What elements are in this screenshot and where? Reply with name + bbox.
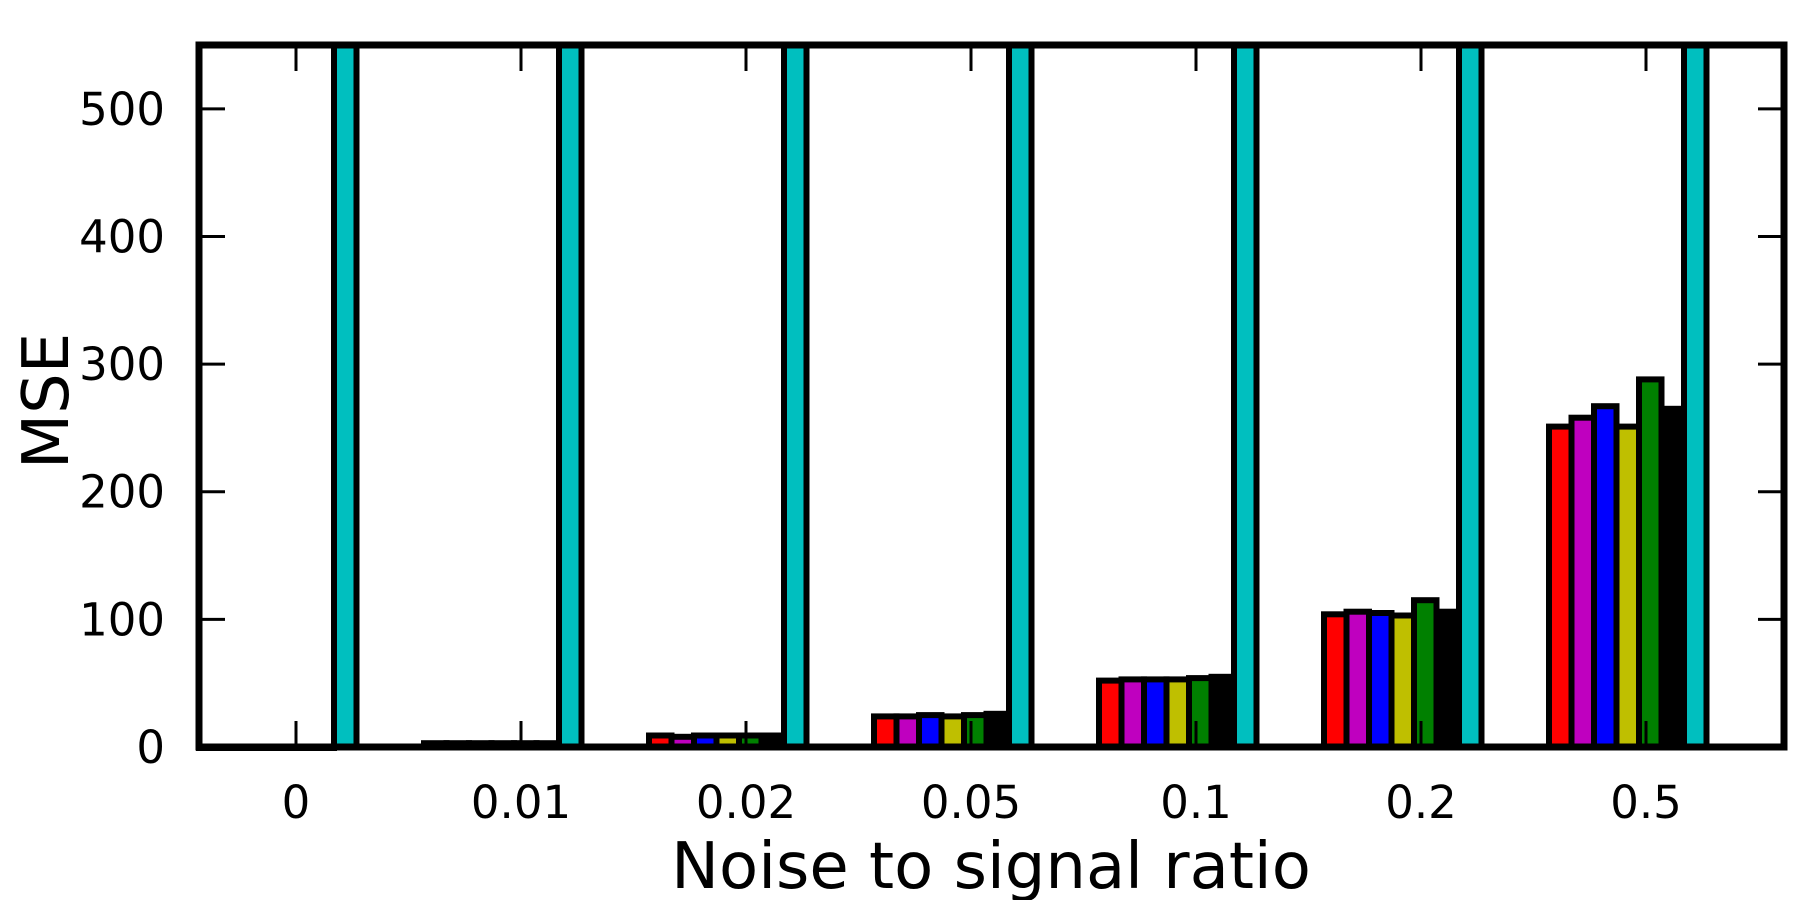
bar-4-0.05 bbox=[938, 713, 967, 751]
bar-6-0.2 bbox=[1433, 608, 1462, 751]
x-tick-label: 0 bbox=[282, 776, 311, 829]
bar-1-0.2 bbox=[1321, 611, 1350, 750]
bar-7-0.05 bbox=[1006, 42, 1035, 750]
y-tick-label: 300 bbox=[79, 338, 165, 391]
bar-7-0.5 bbox=[1681, 42, 1710, 750]
ticks-layer bbox=[199, 45, 1784, 749]
bar-4-0.2 bbox=[1388, 612, 1417, 750]
plot-frame bbox=[195, 41, 1788, 751]
y-tick-label: 100 bbox=[79, 593, 165, 646]
bar-6-0.1 bbox=[1208, 673, 1237, 750]
bar-2-0.5 bbox=[1568, 414, 1597, 750]
bar-2-0.2 bbox=[1343, 608, 1372, 751]
x-tick-label: 0.1 bbox=[1160, 776, 1232, 829]
x-tick-label: 0.02 bbox=[696, 776, 796, 829]
x-axis-title: Noise to signal ratio bbox=[671, 830, 1311, 900]
bar-7-0.2 bbox=[1456, 42, 1485, 750]
bar-6-0.05 bbox=[983, 710, 1012, 750]
y-axis-title: MSE bbox=[10, 333, 84, 469]
bar-5-0.05 bbox=[961, 712, 990, 750]
bar-7-0.01 bbox=[556, 42, 585, 750]
bar-4-0.5 bbox=[1613, 423, 1642, 750]
x-tick-label: 0.05 bbox=[921, 776, 1021, 829]
bar-6-0.5 bbox=[1658, 405, 1687, 750]
bar-3-0.05 bbox=[916, 712, 945, 750]
x-tick-label: 0.2 bbox=[1385, 776, 1457, 829]
bar-2-0.05 bbox=[893, 713, 922, 751]
bars-layer bbox=[196, 42, 1710, 751]
bar-1-0.1 bbox=[1096, 677, 1125, 750]
x-tick-label: 0.5 bbox=[1610, 776, 1682, 829]
labels-layer: 0 0.01 0.02 0.05 0.1 0.2 0.5 0 100 200 300 400 500 bbox=[79, 83, 1682, 829]
bar-5-0.2 bbox=[1411, 597, 1440, 751]
y-tick-label: 500 bbox=[79, 83, 165, 136]
bar-5-0.5 bbox=[1636, 376, 1665, 750]
bar-3-0.2 bbox=[1366, 610, 1395, 750]
x-tick-label: 0.01 bbox=[471, 776, 571, 829]
bar-3-0.1 bbox=[1141, 676, 1170, 751]
bar-1-0.05 bbox=[871, 713, 900, 751]
bar-3-0.5 bbox=[1591, 403, 1620, 750]
bar-2-0.1 bbox=[1118, 676, 1147, 751]
bar-7-0 bbox=[331, 42, 360, 750]
bar-5-0.1 bbox=[1186, 675, 1215, 750]
bar-7-0.02 bbox=[781, 42, 810, 750]
y-tick-label: 400 bbox=[79, 210, 165, 263]
y-tick-label: 200 bbox=[79, 466, 165, 519]
bar-4-0.1 bbox=[1163, 676, 1192, 751]
bar-7-0.1 bbox=[1231, 42, 1260, 750]
y-tick-label: 0 bbox=[136, 721, 165, 774]
bar-1-0.5 bbox=[1546, 423, 1575, 750]
